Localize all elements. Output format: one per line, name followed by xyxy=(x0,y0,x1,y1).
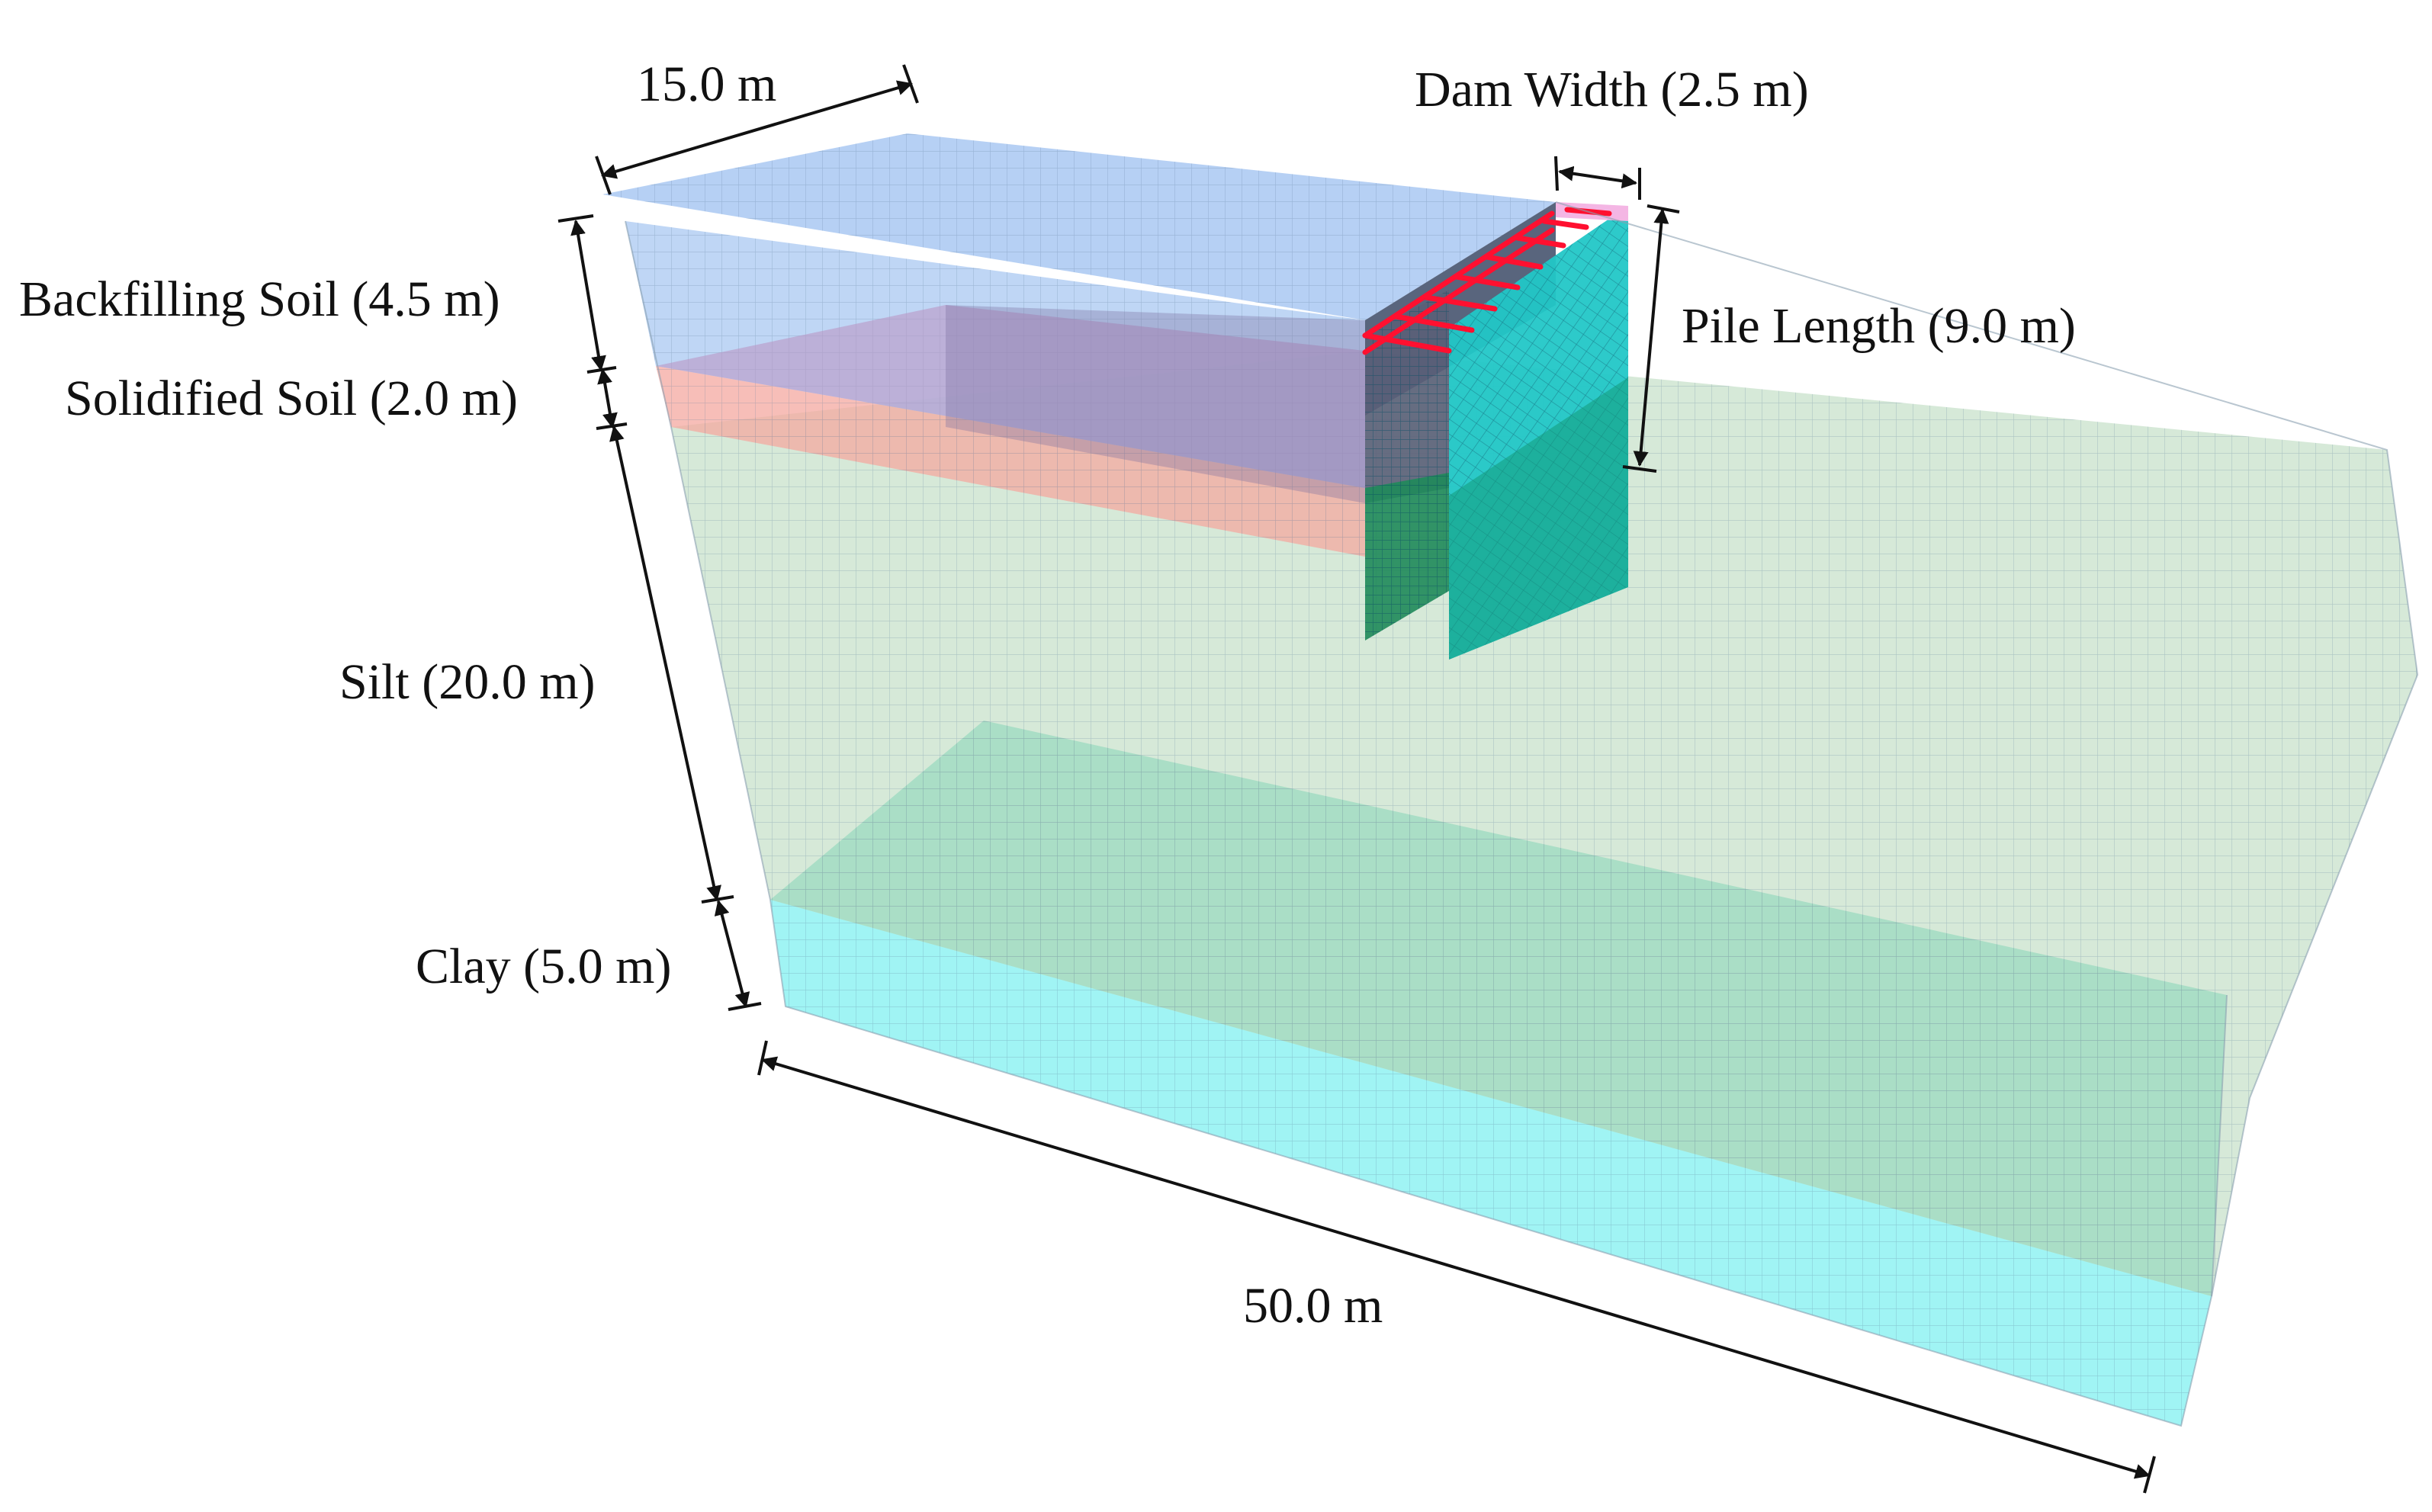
pile-length-dimension-line xyxy=(1633,208,1669,467)
backfilling-soil-layer xyxy=(602,133,1556,503)
silt-dimension-line xyxy=(609,425,721,901)
backfilling-soil-label: Backfilling Soil (4.5 m) xyxy=(19,271,500,327)
silt-label: Silt (20.0 m) xyxy=(339,654,596,710)
backfilling-dimension-line xyxy=(570,220,606,371)
length-dimension-line xyxy=(761,1056,2151,1479)
width-label: 15.0 m xyxy=(637,56,777,112)
excavation-inner-face xyxy=(656,305,1365,488)
dam-width-label: Dam Width (2.5 m) xyxy=(1415,62,1809,117)
solidified-soil-label: Solidified Soil (2.0 m) xyxy=(65,371,518,426)
clay-dimension-line xyxy=(714,900,750,1008)
clay-label: Clay (5.0 m) xyxy=(416,939,672,994)
solidified-dimension-line xyxy=(597,368,618,429)
dam-structure xyxy=(1362,202,1628,660)
side-sheet-pile-embedded xyxy=(1449,377,1628,660)
width-dimension-line xyxy=(601,80,913,179)
dimension-lines xyxy=(557,64,2156,1494)
pile-length-label: Pile Length (9.0 m) xyxy=(1682,298,2076,354)
dam-core-face xyxy=(946,305,1365,503)
dam-width-dimension-line xyxy=(1558,165,1637,189)
length-label: 50.0 m xyxy=(1243,1278,1383,1334)
